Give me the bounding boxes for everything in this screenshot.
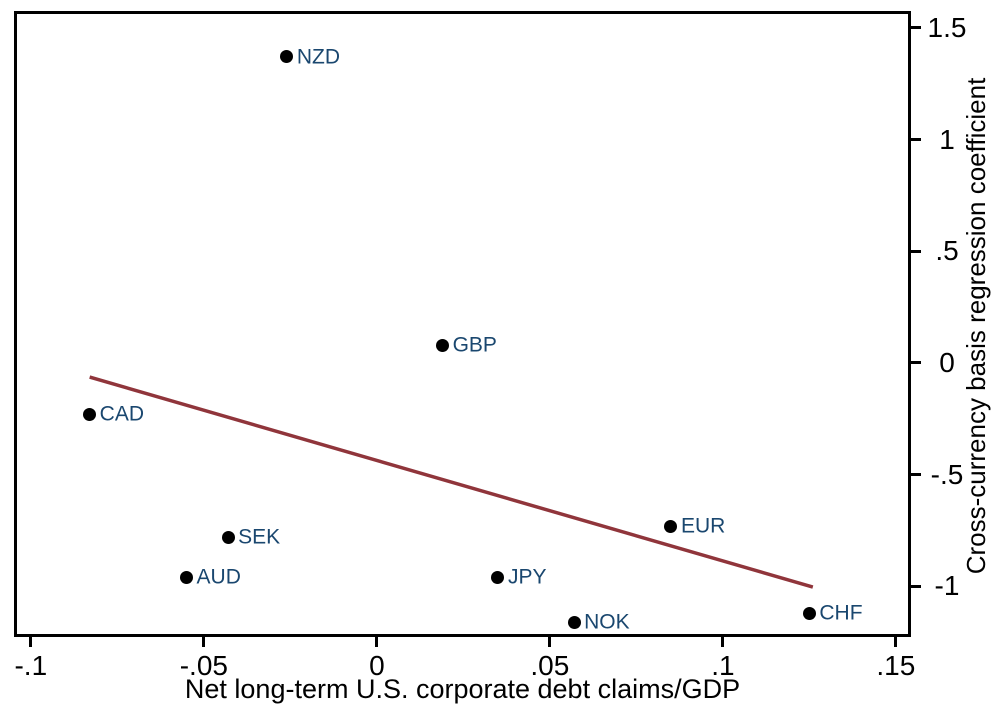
- y-axis-tick-label: -.5: [930, 458, 964, 490]
- data-point-label-NZD: NZD: [296, 45, 341, 69]
- y-axis-tick: [911, 249, 921, 253]
- plot-area: NZD GBP CAD SEK AUD JPY NOK EUR CHF: [14, 11, 911, 637]
- x-axis-tick: [548, 637, 552, 647]
- x-axis-tick: [29, 637, 33, 647]
- regression-line-layer: [89, 375, 814, 589]
- data-point-label-CHF: CHF: [819, 601, 863, 625]
- data-point-JPY: [491, 570, 505, 584]
- data-point-label-GBP: GBP: [452, 333, 497, 357]
- x-axis-tick-label: .15: [876, 650, 916, 681]
- data-point-label-NOK: NOK: [584, 610, 630, 634]
- y-axis-tick: [911, 26, 921, 30]
- x-axis-tick-label: -.05: [179, 650, 228, 681]
- y-axis-tick-label: -1: [934, 570, 960, 602]
- y-axis-tick-label: 0: [939, 346, 955, 378]
- data-point-NOK: [567, 615, 581, 629]
- x-axis-tick: [894, 637, 898, 647]
- x-axis-tick-label: .05: [530, 650, 570, 681]
- data-point-label-CAD: CAD: [99, 402, 144, 426]
- data-point-label-SEK: SEK: [238, 525, 281, 549]
- x-axis-tick: [721, 637, 725, 647]
- x-axis-title: Net long-term U.S. corporate debt claims…: [184, 674, 741, 704]
- data-point-AUD: [180, 570, 194, 584]
- data-point-SEK: [221, 530, 235, 544]
- data-point-GBP: [436, 338, 450, 352]
- regression-fit-line: [89, 375, 814, 589]
- data-point-CHF: [802, 606, 816, 620]
- x-axis-tick-label: -.1: [14, 650, 48, 681]
- y-axis-tick: [911, 584, 921, 588]
- y-axis-tick-label: 1: [939, 123, 955, 155]
- y-axis-tick: [911, 361, 921, 365]
- x-axis-tick: [375, 637, 379, 647]
- data-point-label-JPY: JPY: [507, 565, 547, 589]
- data-point-label-EUR: EUR: [680, 514, 726, 538]
- data-point-CAD: [83, 407, 97, 421]
- x-axis-tick-label: .1: [711, 650, 735, 681]
- data-point-label-AUD: AUD: [196, 565, 241, 589]
- y-axis-tick-label: .5: [935, 235, 959, 267]
- y-axis-tick-label: 1.5: [927, 11, 967, 43]
- data-point-NZD: [280, 50, 294, 64]
- x-axis-tick: [202, 637, 206, 647]
- y-axis-tick: [911, 138, 921, 142]
- y-axis-tick: [911, 473, 921, 477]
- x-axis-tick-label: 0: [369, 650, 385, 681]
- data-point-EUR: [664, 519, 678, 533]
